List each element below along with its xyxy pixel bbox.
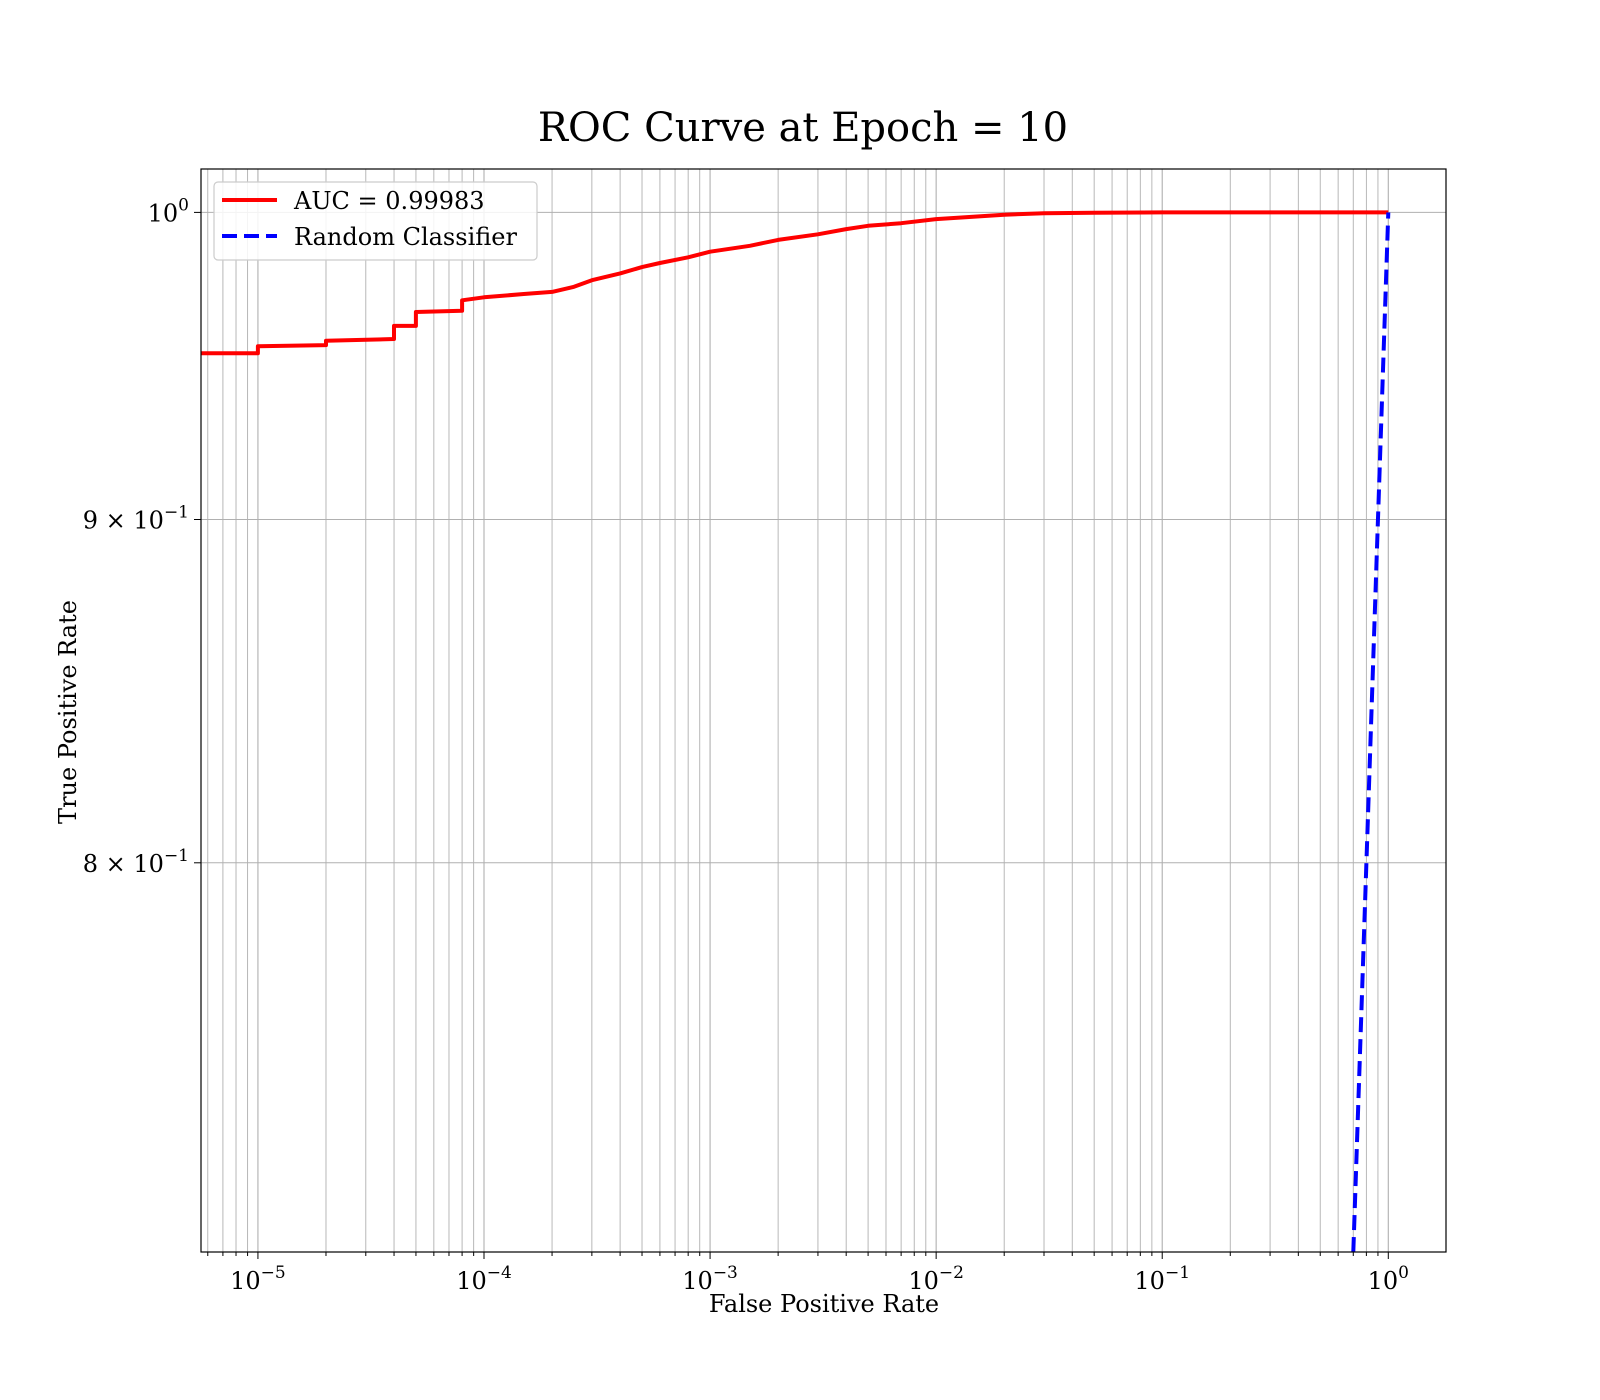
grid [201,169,1446,1252]
x-tick-label: 10−3 [682,1263,738,1295]
plot-frame [200,168,1447,1253]
y-tick-label: 100 [148,195,189,227]
y-axis-label: True Positive Rate [54,600,82,824]
legend-box [213,181,538,261]
x-tick-label: 10−1 [1134,1263,1190,1295]
random-classifier-line [1351,212,1391,1252]
y-tick-label: 9 × 10−1 [83,502,189,534]
x-tick-label: 10−2 [908,1263,964,1295]
axis-ticks: 10−5 10−4 10−3 10−2 10−1 100 100 9 × 10−1 8 × 10… [83,195,1409,1295]
x-tick-label: 10−5 [230,1263,286,1295]
y-tick-label: 8 × 10−1 [83,846,189,878]
roc-curve-line [201,210,1389,356]
legend-label-random: Random Classifier [294,223,517,251]
x-tick-label: 10−4 [456,1263,512,1295]
legend: AUC = 0.99983 Random Classifier [213,181,538,261]
x-axis-label: False Positive Rate [709,1290,939,1318]
x-tick-label: 100 [1368,1263,1409,1295]
chart-title: ROC Curve at Epoch = 10 [538,105,1068,151]
legend-label-auc: AUC = 0.99983 [293,187,485,215]
plot-lines [201,210,1391,1252]
